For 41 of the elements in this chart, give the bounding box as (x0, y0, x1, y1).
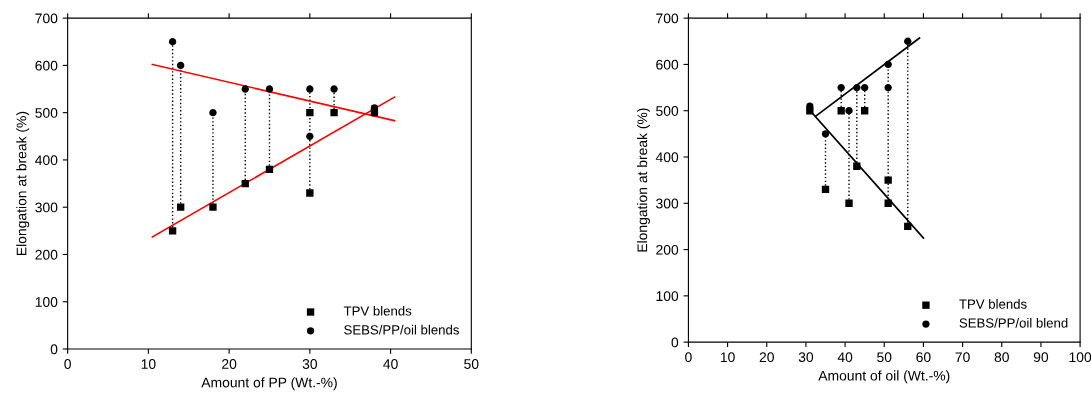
x-tick-label: 0 (64, 359, 71, 369)
x-tick-label: 90 (1033, 352, 1049, 363)
legend-label: TPV blends (343, 305, 412, 316)
x-tick-label: 30 (302, 359, 318, 369)
y-tick-label: 700 (35, 13, 58, 24)
x-axis-title: Amount of PP (Wt.-%) (201, 377, 337, 391)
legend-label: SEBS/PP/oil blends (344, 324, 459, 335)
x-tick-label: 60 (916, 352, 931, 363)
y-tick-label: 500 (35, 108, 58, 118)
y-tick-label: 200 (656, 244, 679, 255)
x-tick-label: 80 (994, 352, 1009, 363)
x-tick-label: 0 (685, 352, 692, 363)
x-tick-label: 20 (222, 359, 237, 369)
x-tick-label: 10 (141, 359, 156, 369)
y-tick-label: 200 (35, 249, 58, 260)
y-tick-label: 400 (655, 152, 679, 163)
x-tick-label: 40 (837, 352, 853, 363)
legend-label: SEBS/PP/oil blend (959, 317, 1068, 328)
x-tick-label: 30 (798, 352, 814, 363)
x-tick-label: 50 (877, 352, 892, 363)
legend-label: TPV blends (959, 299, 1027, 309)
y-tick-label: 300 (656, 198, 679, 209)
y-tick-label: 600 (656, 59, 679, 70)
y-tick-label: 0 (671, 337, 679, 348)
y-tick-label: 300 (35, 202, 58, 213)
y-tick-label: 100 (656, 291, 679, 302)
y-tick-label: 0 (50, 344, 58, 355)
x-axis-title: Amount of oil (Wt.-%) (818, 370, 950, 384)
x-tick-label: 100 (1069, 352, 1091, 363)
x-tick-label: 20 (759, 352, 774, 363)
y-tick-label: 400 (35, 155, 58, 166)
x-tick-label: 40 (383, 359, 398, 369)
y-tick-label: 700 (656, 13, 679, 24)
x-tick-label: 10 (720, 352, 735, 363)
y-axis-title: Elongation at break (%) (637, 108, 650, 252)
y-tick-label: 600 (35, 60, 58, 71)
x-tick-label: 50 (464, 359, 479, 369)
y-axis-title: Elongation at break (%) (16, 111, 30, 255)
y-tick-label: 100 (35, 297, 58, 307)
y-tick-label: 500 (656, 106, 679, 116)
x-tick-label: 70 (955, 352, 970, 363)
